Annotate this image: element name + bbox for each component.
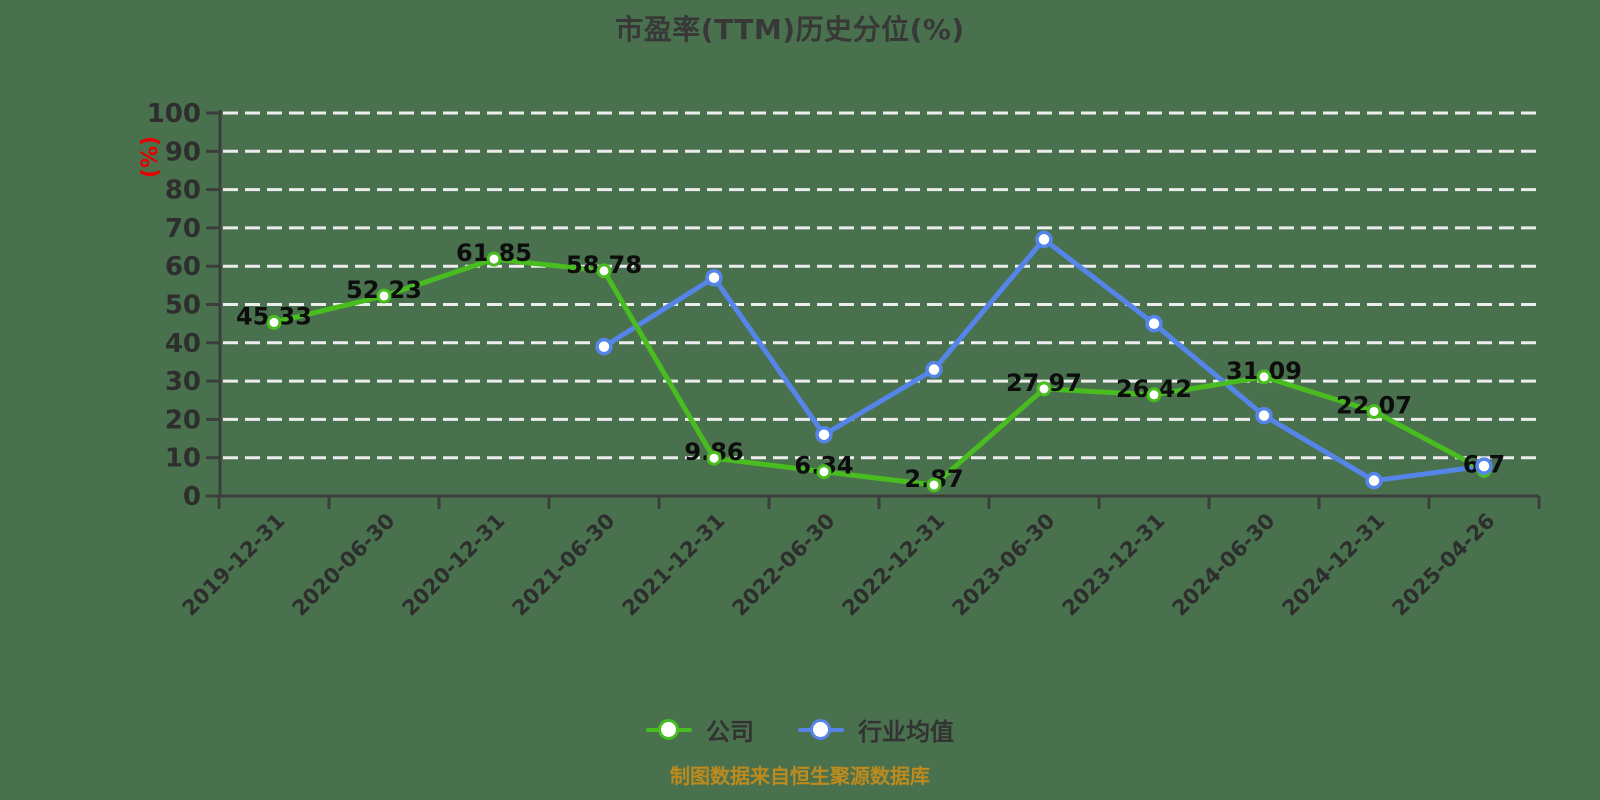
y-axis-tick-label: 40 [165, 329, 201, 359]
industry-average-data-point[interactable] [1145, 314, 1163, 333]
y-axis-unit-label: (%) [138, 136, 163, 178]
industry-average-data-point[interactable] [1475, 457, 1493, 475]
legend: 公司 行业均值 [0, 712, 1600, 747]
x-axis-tick-label: 2025-04-26 [1388, 509, 1500, 621]
industry-average-data-point[interactable] [815, 425, 833, 444]
company-data-point[interactable] [706, 450, 722, 466]
x-axis-tick-label: 2021-12-31 [618, 509, 730, 621]
x-axis-tick-label: 2023-12-31 [1058, 509, 1170, 621]
y-axis-tick-label: 100 [147, 99, 201, 129]
y-axis-tick-label: 60 [165, 252, 201, 282]
company-data-point[interactable] [1256, 369, 1272, 385]
company-legend-marker-icon [646, 718, 692, 741]
x-axis-tick-label: 2022-12-31 [838, 509, 950, 621]
company-data-point[interactable] [266, 314, 282, 330]
industry-average-data-point[interactable] [1365, 471, 1383, 490]
industry-average-data-point[interactable] [705, 268, 723, 287]
x-axis-tick-label: 2021-06-30 [508, 509, 620, 621]
company-series-line [271, 256, 1487, 488]
legend-label-company: 公司 [706, 718, 754, 746]
company-data-point[interactable] [1366, 403, 1382, 419]
x-axis-tick-label: 2024-06-30 [1168, 509, 1280, 621]
y-axis-tick-label: 0 [183, 482, 201, 512]
y-axis-tick-label: 80 [165, 176, 201, 206]
x-axis-tick-label: 2020-12-31 [398, 509, 510, 621]
y-axis-tick-label: 50 [165, 291, 201, 321]
x-axis-tick-label: 2019-12-31 [178, 509, 290, 621]
legend-item-industry-average[interactable]: 行业均值 [798, 712, 954, 747]
company-data-point[interactable] [1036, 381, 1052, 397]
company-data-point[interactable] [376, 288, 392, 304]
industry-average-data-point[interactable] [1035, 230, 1053, 249]
chart-title: 市盈率(TTM)历史分位(%) [615, 13, 965, 46]
company-data-point[interactable] [486, 251, 502, 267]
y-axis-tick-label: 30 [165, 367, 201, 397]
industry-average-data-point[interactable] [595, 337, 613, 356]
industry-legend-marker-icon [798, 718, 844, 741]
industry-average-data-point[interactable] [925, 360, 943, 379]
legend-item-company[interactable]: 公司 [646, 712, 754, 747]
legend-label-industry-average: 行业均值 [858, 718, 954, 746]
y-axis-tick-label: 90 [165, 137, 201, 167]
y-axis-tick-label: 70 [165, 214, 201, 244]
company-data-point[interactable] [926, 477, 942, 493]
x-axis-tick-label: 2022-06-30 [728, 509, 840, 621]
industry-average-data-point[interactable] [1255, 406, 1273, 425]
company-data-point[interactable] [1146, 387, 1162, 403]
x-axis-tick-label: 2024-12-31 [1278, 509, 1390, 621]
y-axis-tick-label: 10 [165, 444, 201, 474]
x-axis-tick-label: 2020-06-30 [288, 509, 400, 621]
x-axis-tick-label: 2023-06-30 [948, 509, 1060, 621]
y-axis-tick-label: 20 [165, 405, 201, 435]
data-source-caption: 制图数据来自恒生聚源数据库 [670, 764, 930, 788]
company-data-point[interactable] [816, 464, 832, 480]
company-data-point[interactable] [596, 263, 612, 279]
